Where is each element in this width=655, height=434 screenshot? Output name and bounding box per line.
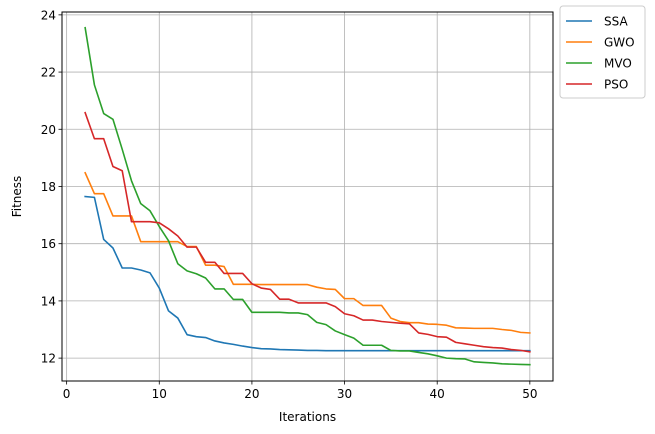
series-line-gwo	[84, 171, 531, 334]
grid	[62, 12, 553, 381]
legend-label-mvo: MVO	[604, 57, 632, 71]
x-axis-label: Iterations	[279, 410, 336, 424]
y-tick-label: 16	[41, 237, 56, 251]
x-tick-label: 20	[244, 387, 259, 401]
series-lines	[84, 26, 531, 366]
x-tick-label: 10	[152, 387, 167, 401]
x-tick-label: 40	[430, 387, 445, 401]
legend-box	[559, 5, 646, 99]
y-tick-label: 18	[41, 180, 56, 194]
series-line-pso	[84, 111, 531, 353]
y-axis-label: Fitness	[10, 176, 24, 218]
y-tick-label: 22	[41, 66, 56, 80]
legend-label-ssa: SSA	[604, 15, 628, 29]
series-line-ssa	[84, 195, 531, 352]
x-tick-label: 50	[522, 387, 537, 401]
legend: SSA GWO MVO PSO	[559, 5, 646, 99]
legend-label-gwo: GWO	[604, 36, 635, 50]
legend-label-pso: PSO	[604, 78, 628, 92]
plot-frame	[61, 11, 554, 382]
axis-ticks: 0 10 20 30 40 50 12 14 16 18 20 22 24	[41, 8, 538, 401]
x-tick-label: 30	[337, 387, 352, 401]
y-tick-label: 20	[41, 123, 56, 137]
y-tick-label: 14	[41, 294, 56, 308]
y-tick-label: 12	[41, 352, 56, 366]
series-line-mvo	[84, 26, 531, 366]
y-tick-label: 24	[41, 8, 56, 22]
x-tick-label: 0	[63, 387, 71, 401]
